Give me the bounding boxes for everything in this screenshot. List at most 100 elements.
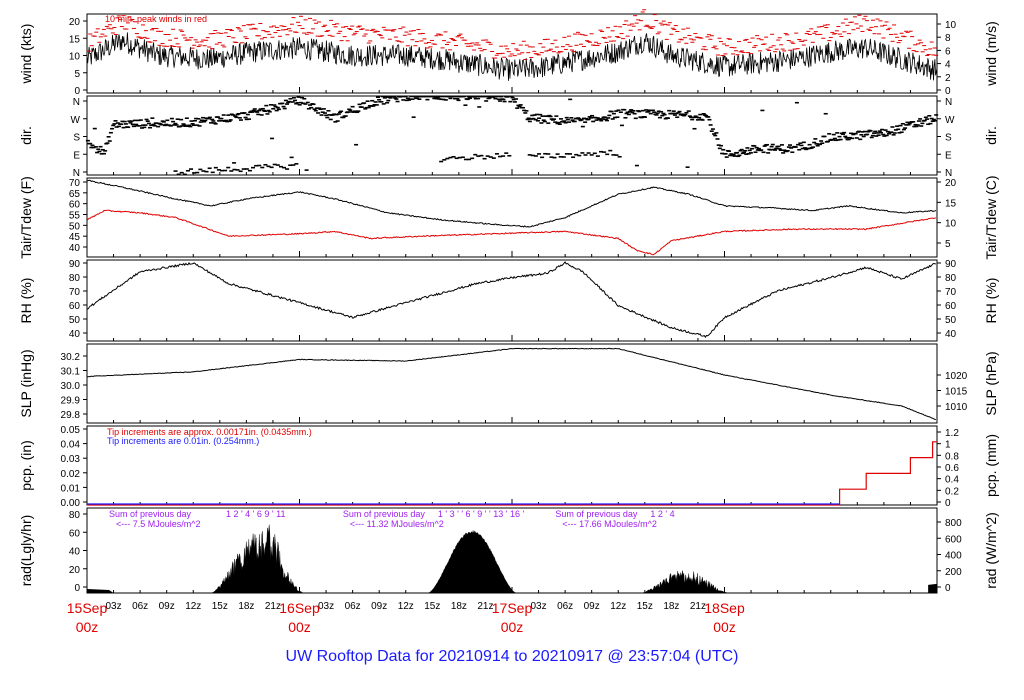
tick-label-left: 70 [69, 287, 81, 298]
ylabel-right: rad (W/m^2) [983, 512, 999, 589]
series-peak-winds [86, 9, 939, 60]
x-tick-major-date: 16Sep [279, 600, 320, 616]
x-axis: 03z 06z 09z 12z 15z 18z 21z 03z 06z 09z 12z 15z 18z 2… [67, 600, 745, 635]
tick-label-right: 0.4 [945, 475, 959, 486]
x-tick-minor: 12z [610, 601, 626, 612]
x-tick-minor: 12z [185, 601, 201, 612]
tick-label-left: 50 [69, 315, 81, 326]
x-tick-minor: 06z [132, 601, 148, 612]
tick-label-left: 0.01 [61, 483, 81, 494]
tick-label-right: N [945, 97, 952, 108]
ylabel-right: RH (%) [983, 278, 999, 324]
tick-label-left: 50 [69, 221, 81, 232]
tick-label-right: E [945, 150, 952, 161]
x-tick-minor: 21z [690, 601, 706, 612]
x-tick-minor: 06z [557, 601, 573, 612]
tick-label-right: 0 [945, 86, 951, 97]
x-tick-minor: 09z [371, 601, 387, 612]
x-tick-minor: 21z [265, 601, 281, 612]
tick-label-right: 600 [945, 534, 962, 545]
x-tick-minor: 15z [212, 601, 228, 612]
x-tick-major-date: 15Sep [67, 600, 108, 616]
tick-label-left: 0.03 [61, 454, 81, 465]
tick-label-right: 0.8 [945, 451, 959, 462]
tick-label-left: E [73, 150, 80, 161]
rad-hour-labels: 1 ' 3 ' ' 6 ' 9 ' ' 13 ' 16 ' [438, 509, 525, 519]
tick-label-left: 80 [69, 510, 81, 521]
tick-label-right: 15 [945, 198, 957, 209]
tick-label-right: 10 [945, 20, 957, 31]
tick-label-left: 30.1 [61, 367, 81, 378]
tick-label-left: 0.00 [61, 498, 81, 509]
panel-wind: wind (kts) wind (m/s) 0 5 10 15 20 0 2 4 6 8 10 10 mi… [18, 9, 999, 97]
ylabel-right: pcp. (mm) [983, 434, 999, 497]
tick-label-left: 60 [69, 301, 81, 312]
x-tick-minor: 06z [345, 601, 361, 612]
tick-label-right: 8 [945, 33, 951, 44]
series-direction [85, 95, 939, 176]
tick-label-right: 0 [945, 498, 951, 509]
tick-label-right: 0.6 [945, 463, 959, 474]
tick-label-right: 0.2 [945, 486, 959, 497]
x-tick-minor: 09z [159, 601, 175, 612]
rad-sum-value: <--- 7.5 MJoules/m^2 [116, 519, 201, 529]
panel-frame [86, 507, 938, 594]
tick-label-right: 1.2 [945, 428, 959, 439]
x-tick-major-date: 17Sep [492, 600, 533, 616]
rad-sum-label: Sum of previous day [555, 509, 638, 519]
tick-label-right: 70 [945, 287, 957, 298]
tick-label-right: 400 [945, 551, 962, 562]
tick-label-left: 60 [69, 200, 81, 211]
tick-label-left: 40 [69, 547, 81, 558]
ylabel-left: rad(Lgly/hr) [18, 515, 34, 587]
tick-label-right: 50 [945, 315, 957, 326]
x-tick-minor: 18z [451, 601, 467, 612]
tick-label-left: 10 [69, 52, 81, 63]
ylabel-right: wind (m/s) [983, 21, 999, 87]
tick-label-right: 800 [945, 518, 962, 529]
rad-sum-value: <--- 11.32 MJoules/m^2 [350, 519, 444, 529]
x-tick-minor: 15z [424, 601, 440, 612]
tick-label-left: 0.05 [61, 425, 81, 436]
tick-label-right: 40 [945, 329, 957, 340]
series-rh [86, 261, 936, 339]
series-slp [86, 347, 937, 421]
panel-precip: pcp. (in) pcp. (mm) 0.00 0.01 0.02 0.03 0.04 0.… [18, 425, 999, 509]
panel-rh: RH (%) RH (%) 40 50 60 70 80 90 40 50 60 70 80 90 [18, 259, 999, 342]
tick-label-left: W [71, 115, 81, 126]
footer-title: UW Rooftop Data for 20210914 to 20210917… [285, 648, 739, 665]
wind-annotation: 10 min. peak winds in red [105, 14, 207, 24]
x-tick-major-hour: 00z [501, 619, 524, 635]
x-tick-minor: 21z [477, 601, 493, 612]
tick-label-left: 60 [69, 528, 81, 539]
tick-label-right: S [945, 133, 952, 144]
tick-label-left: 0 [74, 583, 80, 594]
precip-annotation-red: Tip increments are approx. 0.00171in. (0… [107, 427, 312, 437]
panel-frame [86, 343, 938, 424]
tick-label-right: 10 [945, 219, 957, 230]
x-tick-minor: 09z [584, 601, 600, 612]
ylabel-left: SLP (inHg) [18, 349, 34, 417]
radiation-tail-start [87, 588, 114, 593]
precip-annotation-blue: Tip increments are 0.01in. (0.254mm.) [107, 436, 259, 446]
panel-frame [86, 177, 938, 258]
tick-label-left: 0.02 [61, 469, 81, 480]
tick-label-left: 70 [69, 178, 81, 189]
rad-sum-value: <--- 17.66 MJoules/m^2 [562, 519, 657, 529]
x-tick-major-hour: 00z [76, 619, 99, 635]
tick-label-left: 55 [69, 211, 81, 222]
tick-label-right: 60 [945, 301, 957, 312]
radiation-day-1 [210, 524, 304, 594]
panel-pressure: SLP (inHg) SLP (hPa) 29.8 29.9 30.0 30.1 30.2 1… [18, 343, 999, 424]
panel-frame [86, 259, 938, 342]
ylabel-left: RH (%) [18, 278, 34, 324]
tick-label-left: 65 [69, 189, 81, 200]
tick-label-right: N [945, 168, 952, 179]
tick-label-right: W [945, 115, 955, 126]
tick-label-right: 1 [945, 440, 951, 451]
x-tick-minor: 03z [106, 601, 122, 612]
rad-hour-labels: 1 2 ' 4 [650, 509, 674, 519]
tick-label-left: S [73, 133, 80, 144]
tick-label-left: 20 [69, 17, 81, 28]
tick-label-right: 80 [945, 273, 957, 284]
